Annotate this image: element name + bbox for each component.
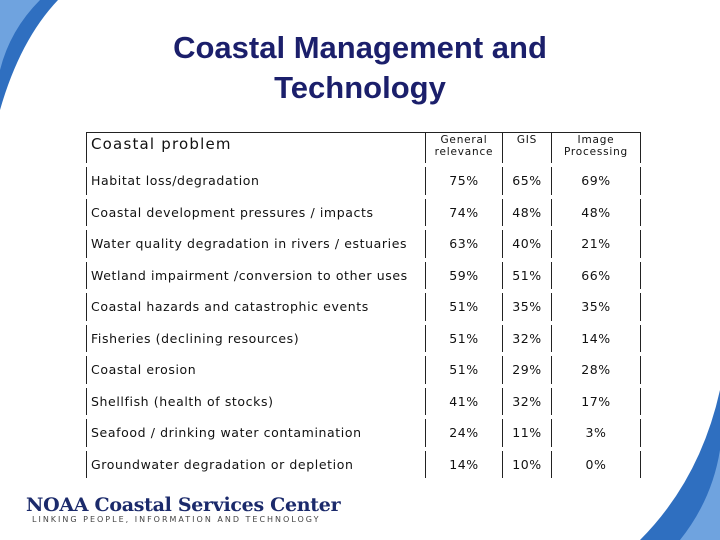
percent-cell: 51% [425, 353, 503, 386]
problem-cell: Coastal development pressures / impacts [86, 196, 426, 229]
table-row: Habitat loss/degradation 75% 65% 69% [86, 164, 641, 197]
problem-cell: Water quality degradation in rivers / es… [86, 227, 426, 260]
percent-cell: 51% [425, 322, 503, 355]
percent-cell: 32% [502, 322, 552, 355]
problem-cell: Seafood / drinking water contamination [86, 416, 426, 449]
table-row: Coastal erosion 51% 29% 28% [86, 353, 641, 386]
percent-cell: 21% [551, 227, 641, 260]
percent-cell: 35% [551, 290, 641, 323]
corner-swoosh [680, 450, 720, 540]
percent-cell: 3% [551, 416, 641, 449]
column-header: GIS [502, 132, 552, 166]
percent-cell: 32% [502, 385, 552, 418]
corner-swoosh [640, 390, 720, 540]
percent-cell: 65% [502, 164, 552, 197]
corner-swoosh [0, 0, 40, 70]
data-table: Coastal problem General relevance GIS Image… [86, 132, 641, 482]
column-header: General relevance [425, 132, 503, 166]
table-row: Seafood / drinking water contamination 24… [86, 416, 641, 449]
column-header: Image Processing [551, 132, 641, 166]
percent-cell: 66% [551, 259, 641, 292]
percent-cell: 74% [425, 196, 503, 229]
table-row: Coastal development pressures / impacts 7… [86, 196, 641, 229]
percent-cell: 29% [502, 353, 552, 386]
percent-cell: 51% [425, 290, 503, 323]
percent-cell: 48% [502, 196, 552, 229]
percent-cell: 59% [425, 259, 503, 292]
percent-cell: 63% [425, 227, 503, 260]
percent-cell: 10% [502, 448, 552, 481]
problem-cell: Wetland impairment /conversion to other … [86, 259, 426, 292]
table-row: Groundwater degradation or depletion 14% 1… [86, 448, 641, 481]
percent-cell: 11% [502, 416, 552, 449]
problem-cell: Habitat loss/degradation [86, 164, 426, 197]
table-row: Fisheries (declining resources) 51% 32% 14% [86, 322, 641, 355]
percent-cell: 48% [551, 196, 641, 229]
problem-cell: Coastal erosion [86, 353, 426, 386]
problem-cell: Groundwater degradation or depletion [86, 448, 426, 481]
table-row: Water quality degradation in rivers / es… [86, 227, 641, 260]
percent-cell: 69% [551, 164, 641, 197]
percent-cell: 14% [425, 448, 503, 481]
percent-cell: 14% [551, 322, 641, 355]
percent-cell: 17% [551, 385, 641, 418]
percent-cell: 41% [425, 385, 503, 418]
column-header: Coastal problem [86, 132, 426, 166]
table-row: Coastal hazards and catastrophic events 5… [86, 290, 641, 323]
table-row: Shellfish (health of stocks) 41% 32% 17% [86, 385, 641, 418]
percent-cell: 0% [551, 448, 641, 481]
percent-cell: 28% [551, 353, 641, 386]
percent-cell: 51% [502, 259, 552, 292]
header-row: Coastal problem General relevance GIS Image… [86, 132, 641, 166]
percent-cell: 35% [502, 290, 552, 323]
tagline: LINKING PEOPLE, INFORMATION AND TECHNOLO… [32, 515, 321, 524]
problem-cell: Coastal hazards and catastrophic events [86, 290, 426, 323]
slide-title: Coastal Management and Technology [173, 30, 547, 105]
problem-cell: Shellfish (health of stocks) [86, 385, 426, 418]
logo: NOAA Coastal Services Center [26, 494, 341, 516]
table-row: Wetland impairment /conversion to other … [86, 259, 641, 292]
percent-cell: 75% [425, 164, 503, 197]
percent-cell: 24% [425, 416, 503, 449]
percent-cell: 40% [502, 227, 552, 260]
problem-cell: Fisheries (declining resources) [86, 322, 426, 355]
